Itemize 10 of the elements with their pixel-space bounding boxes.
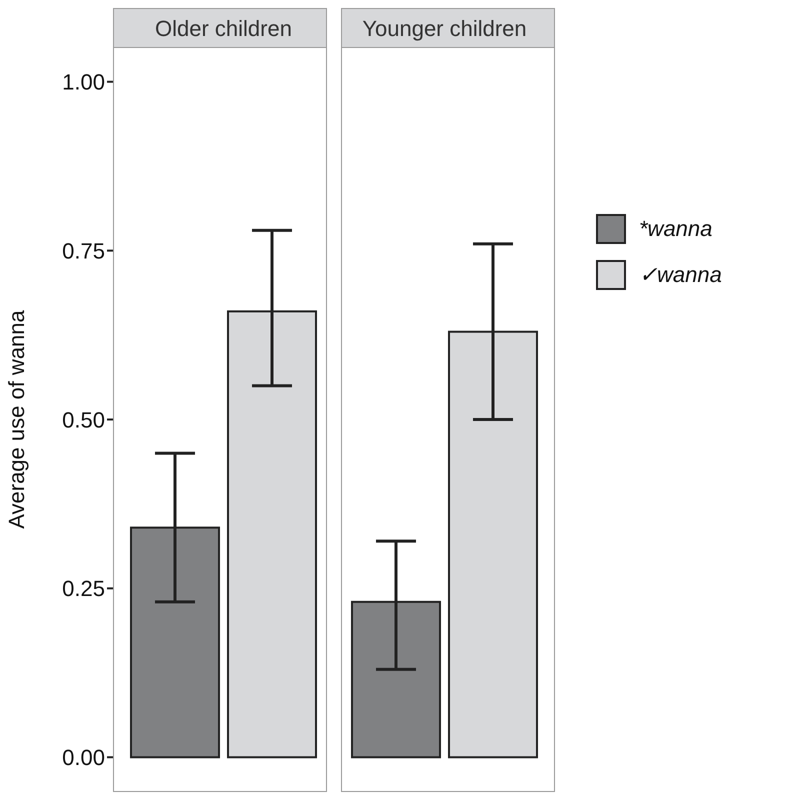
x-tick-label: Older children <box>155 16 292 41</box>
y-tick-label: 0.50 <box>62 407 105 432</box>
y-tick-label: 0.25 <box>62 576 105 602</box>
y-tick-label: 0.75 <box>62 238 105 264</box>
y-axis-title: Average use of wanna <box>4 309 29 529</box>
y-tick-label: 1.00 <box>62 70 105 95</box>
legend-label: *wanna <box>639 216 712 242</box>
legend-label: ✓wanna <box>639 262 722 288</box>
x-tick-label: Younger children <box>362 16 527 41</box>
y-tick-label: 0.00 <box>62 745 105 770</box>
